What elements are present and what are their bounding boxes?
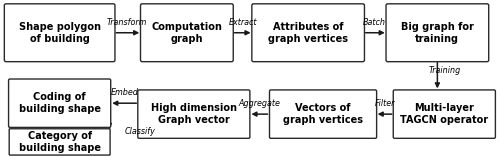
Text: Embed: Embed [110, 88, 138, 97]
Text: Computation
graph: Computation graph [152, 22, 222, 44]
FancyBboxPatch shape [394, 90, 496, 138]
Text: Aggregate: Aggregate [238, 99, 281, 108]
Text: Batch: Batch [363, 18, 386, 27]
Text: Extract: Extract [228, 18, 257, 27]
FancyBboxPatch shape [138, 90, 250, 138]
Text: Filter: Filter [374, 99, 395, 108]
FancyBboxPatch shape [252, 4, 364, 62]
Text: Coding of
building shape: Coding of building shape [18, 92, 100, 114]
FancyBboxPatch shape [270, 90, 376, 138]
Text: Shape polygon
of building: Shape polygon of building [18, 22, 100, 44]
FancyBboxPatch shape [4, 4, 115, 62]
Text: Category of
building shape: Category of building shape [18, 131, 100, 153]
Text: Classify: Classify [124, 127, 155, 136]
FancyBboxPatch shape [9, 129, 110, 155]
Text: High dimension
Graph vector: High dimension Graph vector [151, 103, 237, 125]
FancyBboxPatch shape [8, 79, 111, 127]
Text: Attributes of
graph vertices: Attributes of graph vertices [268, 22, 348, 44]
Text: Big graph for
training: Big graph for training [401, 22, 474, 44]
Text: Multi-layer
TAGCN operator: Multi-layer TAGCN operator [400, 103, 488, 125]
FancyBboxPatch shape [386, 4, 488, 62]
Text: Training: Training [428, 66, 460, 75]
Text: Vectors of
graph vertices: Vectors of graph vertices [283, 103, 363, 125]
FancyBboxPatch shape [140, 4, 233, 62]
Text: Transform: Transform [107, 18, 148, 27]
